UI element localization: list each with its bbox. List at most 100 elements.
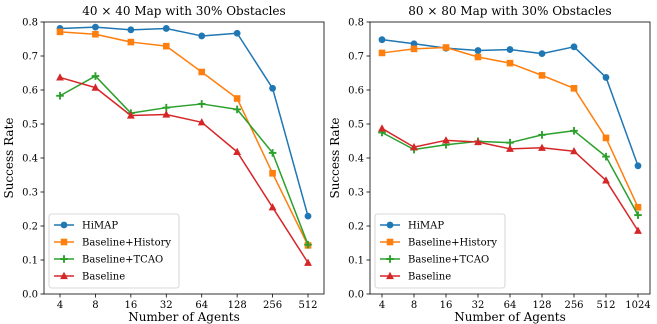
x-tick-label: 8 (92, 300, 98, 311)
y-tick-label: 0.0 (348, 290, 364, 301)
data-point (162, 25, 170, 32)
chart-title: 80 × 80 Map with 30% Obstacles (408, 4, 611, 18)
y-tick-label: 0.7 (348, 52, 364, 63)
data-point (378, 124, 386, 132)
legend-marker (60, 255, 68, 263)
data-point (198, 32, 206, 40)
data-point (538, 72, 546, 79)
data-point (570, 127, 578, 135)
x-tick-label: 512 (596, 300, 615, 311)
data-point (634, 162, 642, 170)
data-point (91, 72, 100, 80)
data-point (410, 142, 418, 151)
data-point (92, 30, 99, 38)
y-tick-label: 0.7 (22, 52, 38, 63)
legend-box (374, 213, 506, 289)
data-point (269, 84, 276, 92)
y-tick-label: 0.0 (22, 290, 38, 301)
legend-item: HiMAP (380, 221, 444, 232)
legend-marker (60, 221, 68, 229)
x-tick-label: 4 (379, 300, 385, 311)
data-point (634, 204, 642, 211)
legend-marker (386, 271, 394, 280)
data-point (269, 170, 276, 177)
legend-item: Baseline+TCAO (54, 255, 163, 266)
data-point (233, 105, 241, 114)
data-point (506, 46, 514, 53)
chart-title: 40 × 40 Map with 30% Obstacles (82, 4, 285, 18)
x-tick-label: 256 (564, 300, 583, 311)
data-point (304, 258, 312, 266)
series-0 (378, 36, 642, 170)
data-point (410, 40, 418, 48)
data-point (602, 152, 610, 161)
legend-label: Baseline (408, 272, 451, 283)
legend-item: HiMAP (54, 221, 118, 232)
legend-marker (60, 238, 68, 246)
legend-item: Baseline (380, 272, 451, 283)
legend-marker (386, 221, 394, 229)
data-point (233, 29, 241, 37)
series-line (59, 75, 309, 245)
x-tick-label: 8 (411, 300, 417, 311)
data-point (162, 110, 171, 118)
x-axis-label: Number of Agents (454, 310, 566, 324)
data-point (56, 91, 64, 100)
data-point (56, 73, 64, 81)
y-tick-label: 0.3 (348, 188, 364, 199)
data-point (127, 26, 135, 34)
legend-label: Baseline (82, 272, 125, 283)
legend-label: Baseline+History (82, 238, 171, 249)
legend-label: Baseline+TCAO (82, 255, 163, 266)
series-1 (378, 44, 642, 211)
data-point (127, 38, 135, 46)
x-tick-label: 4 (57, 300, 63, 311)
series-3 (56, 73, 312, 266)
y-axis-label: Success Rate (2, 117, 16, 198)
x-tick-label: 16 (440, 300, 453, 311)
y-tick-label: 0.6 (22, 86, 38, 97)
legend-marker (386, 255, 394, 263)
legend-label: Baseline+TCAO (408, 255, 489, 266)
data-point (92, 23, 99, 31)
x-axis-label: Number of Agents (128, 310, 240, 324)
legend-label: HiMAP (82, 221, 118, 232)
x-tick-label: 64 (504, 300, 517, 311)
data-point (91, 83, 100, 91)
y-tick-label: 0.4 (22, 154, 38, 165)
data-point (538, 131, 546, 139)
x-tick-label: 64 (195, 300, 208, 311)
series-3 (378, 124, 642, 234)
legend-item: Baseline+History (54, 238, 171, 249)
data-point (162, 103, 171, 112)
data-point (233, 95, 241, 102)
data-point (570, 43, 578, 51)
x-tick-label: 128 (532, 300, 551, 311)
data-point (268, 203, 277, 211)
y-tick-label: 0.8 (348, 18, 364, 29)
legend-item: Baseline+History (380, 238, 497, 249)
x-tick-label: 32 (472, 300, 485, 311)
y-tick-label: 0.6 (348, 86, 364, 97)
legend-label: HiMAP (408, 221, 444, 232)
chart-panel-2: 80 × 80 Map with 30% Obstacles 0.0 0.1 0.2 0… (328, 4, 651, 324)
x-tick-label: 128 (228, 300, 247, 311)
y-tick-label: 0.2 (22, 222, 38, 233)
data-point (506, 144, 514, 152)
data-point (474, 47, 482, 54)
y-tick-label: 0.8 (22, 18, 38, 29)
data-point (198, 68, 206, 76)
series-line (59, 26, 309, 217)
data-point (162, 42, 170, 50)
x-tick-label: 1024 (625, 300, 650, 311)
legend-label: Baseline+History (408, 238, 497, 249)
y-tick-label: 0.4 (348, 154, 364, 165)
series-0 (56, 23, 312, 220)
data-point (268, 149, 277, 157)
data-point (304, 212, 312, 220)
y-tick-label: 0.3 (22, 188, 38, 199)
data-point (570, 85, 578, 92)
data-point (538, 143, 546, 151)
chart-panel-1: 40 × 40 Map with 30% Obstacles 0.0 0.1 0.2 0… (2, 4, 325, 324)
